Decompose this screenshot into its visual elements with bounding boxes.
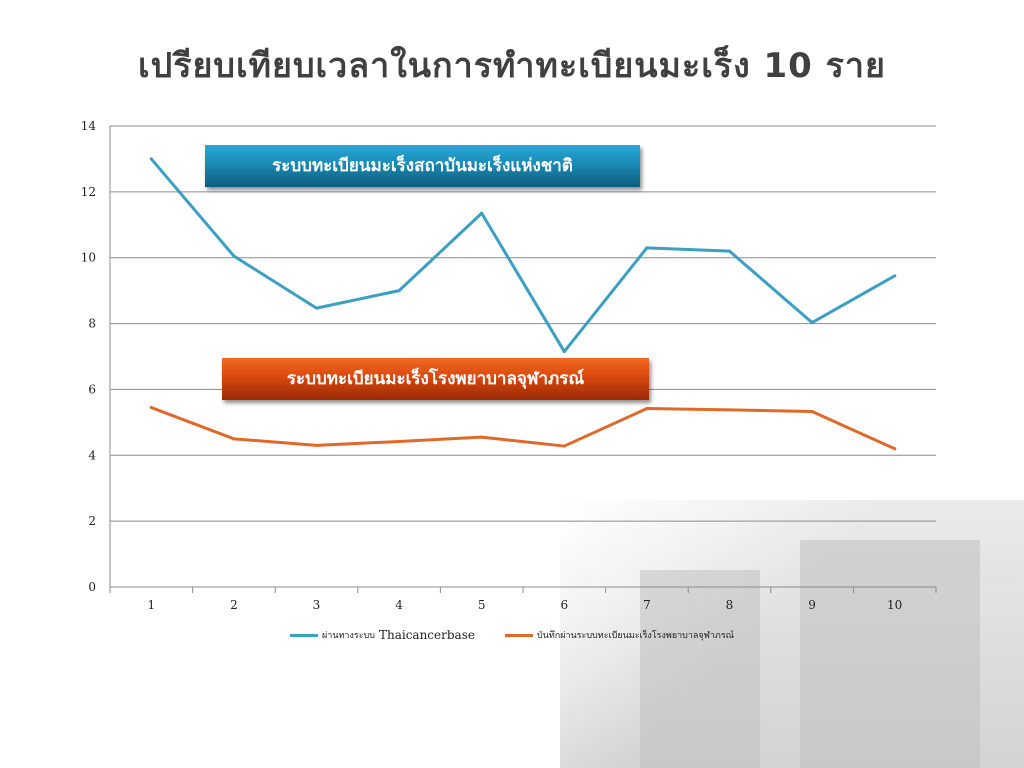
- background-photo: [560, 500, 1024, 768]
- y-tick-label: 6: [88, 382, 96, 396]
- series-1-point: [149, 157, 153, 161]
- y-tick-label: 10: [81, 251, 96, 265]
- series-2-point: [893, 447, 897, 451]
- x-tick-label: 2: [230, 598, 238, 612]
- series-1-point: [562, 350, 566, 354]
- legend-item-series1: ผ่านทางระบบ Thaicancerbase: [290, 628, 475, 642]
- legend-label-series1-suffix: Thaicancerbase: [378, 628, 475, 642]
- series-2-point: [645, 407, 649, 411]
- x-tick-label: 5: [478, 598, 486, 612]
- series-1-point: [893, 274, 897, 278]
- y-tick-label: 12: [81, 185, 96, 199]
- series-2-point: [232, 437, 236, 441]
- y-tick-label: 8: [88, 317, 96, 331]
- series-2-point: [810, 409, 814, 413]
- series-2-point: [562, 444, 566, 448]
- series-line-1: [149, 157, 897, 354]
- x-tick-label: 3: [313, 598, 321, 612]
- series-2-point: [728, 408, 731, 412]
- series-1-point: [315, 306, 318, 310]
- y-tick-label: 14: [81, 119, 97, 133]
- chart-series: [149, 157, 897, 451]
- chart-grid: [110, 125, 936, 588]
- x-tick-label: 7: [643, 598, 651, 612]
- slide-title: เปรียบเทียบเวลาในการทำทะเบียนมะเร็ง 10 ร…: [138, 46, 886, 86]
- x-tick-label: 1: [147, 598, 155, 612]
- banner-chulabhorn-hospital: ระบบทะเบียนมะเร็งโรงพยาบาลจุฬาภรณ์: [222, 358, 649, 400]
- x-tick-label: 10: [887, 598, 902, 612]
- series-2-point: [149, 406, 153, 410]
- chart-legend: ผ่านทางระบบ Thaicancerbase บันทึกผ่านระบ…: [290, 628, 734, 642]
- legend-swatch-series1: [290, 633, 318, 637]
- series-2-point: [480, 435, 484, 439]
- banner-national-cancer-institute: ระบบทะเบียนมะเร็งสถาบันมะเร็งแห่งชาติ: [205, 145, 640, 187]
- x-tick-label: 9: [808, 598, 816, 612]
- series-1-point: [397, 289, 401, 293]
- y-tick-label: 2: [88, 514, 96, 528]
- series-1-point: [728, 249, 731, 253]
- legend-label-series2: บันทึกผ่านระบบทะเบียนมะเร็งโรงพยาบาลจุฬา…: [536, 631, 735, 641]
- x-tick-label: 8: [726, 598, 734, 612]
- series-2-point: [397, 439, 401, 443]
- series-2-point: [315, 443, 318, 447]
- series-1-point: [810, 321, 814, 325]
- x-tick-label: 4: [395, 598, 403, 612]
- y-tick-label: 0: [88, 580, 96, 594]
- series-1-point: [480, 211, 484, 215]
- series-1-point: [645, 246, 649, 250]
- series-1-point: [232, 254, 236, 258]
- legend-label-series1-prefix: ผ่านทางระบบ: [322, 631, 375, 641]
- legend-swatch-series2: [504, 633, 533, 637]
- x-tick-label: 6: [560, 598, 568, 612]
- legend-item-series2: บันทึกผ่านระบบทะเบียนมะเร็งโรงพยาบาลจุฬา…: [504, 628, 735, 642]
- series-line-2: [149, 406, 897, 451]
- y-tick-label: 4: [88, 448, 96, 462]
